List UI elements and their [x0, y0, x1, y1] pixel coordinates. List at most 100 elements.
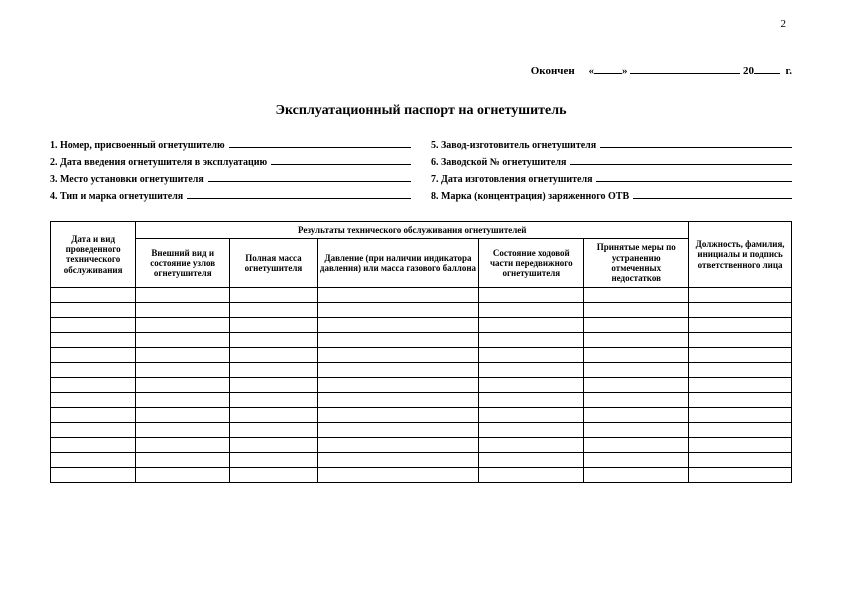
- table-cell[interactable]: [479, 302, 584, 317]
- table-cell[interactable]: [230, 452, 317, 467]
- table-cell[interactable]: [689, 317, 792, 332]
- table-cell[interactable]: [479, 407, 584, 422]
- field-blank[interactable]: [229, 139, 411, 148]
- table-cell[interactable]: [51, 407, 136, 422]
- table-cell[interactable]: [51, 347, 136, 362]
- table-cell[interactable]: [317, 287, 479, 302]
- table-cell[interactable]: [584, 347, 689, 362]
- table-cell[interactable]: [230, 407, 317, 422]
- table-cell[interactable]: [317, 377, 479, 392]
- table-cell[interactable]: [51, 302, 136, 317]
- table-cell[interactable]: [479, 467, 584, 482]
- table-cell[interactable]: [230, 317, 317, 332]
- table-cell[interactable]: [136, 437, 230, 452]
- table-cell[interactable]: [584, 362, 689, 377]
- table-cell[interactable]: [317, 407, 479, 422]
- table-cell[interactable]: [136, 362, 230, 377]
- table-cell[interactable]: [230, 347, 317, 362]
- table-cell[interactable]: [479, 377, 584, 392]
- field-blank[interactable]: [633, 190, 792, 199]
- table-cell[interactable]: [689, 332, 792, 347]
- table-cell[interactable]: [51, 317, 136, 332]
- table-cell[interactable]: [230, 467, 317, 482]
- table-cell[interactable]: [584, 452, 689, 467]
- table-cell[interactable]: [689, 467, 792, 482]
- table-cell[interactable]: [584, 422, 689, 437]
- table-cell[interactable]: [51, 437, 136, 452]
- table-cell[interactable]: [689, 452, 792, 467]
- table-cell[interactable]: [689, 287, 792, 302]
- table-cell[interactable]: [584, 287, 689, 302]
- table-cell[interactable]: [136, 467, 230, 482]
- table-cell[interactable]: [51, 362, 136, 377]
- table-cell[interactable]: [136, 332, 230, 347]
- table-cell[interactable]: [584, 437, 689, 452]
- table-cell[interactable]: [689, 377, 792, 392]
- table-cell[interactable]: [136, 422, 230, 437]
- table-cell[interactable]: [479, 422, 584, 437]
- table-cell[interactable]: [479, 452, 584, 467]
- table-cell[interactable]: [51, 452, 136, 467]
- table-cell[interactable]: [136, 287, 230, 302]
- year-blank[interactable]: [754, 64, 780, 74]
- table-cell[interactable]: [136, 377, 230, 392]
- table-cell[interactable]: [689, 347, 792, 362]
- day-blank[interactable]: [594, 64, 622, 74]
- table-cell[interactable]: [51, 377, 136, 392]
- table-cell[interactable]: [584, 377, 689, 392]
- month-blank[interactable]: [630, 64, 740, 74]
- table-cell[interactable]: [51, 422, 136, 437]
- table-cell[interactable]: [230, 377, 317, 392]
- table-cell[interactable]: [136, 452, 230, 467]
- table-cell[interactable]: [230, 332, 317, 347]
- table-cell[interactable]: [584, 407, 689, 422]
- table-cell[interactable]: [317, 422, 479, 437]
- table-cell[interactable]: [479, 392, 584, 407]
- table-cell[interactable]: [317, 302, 479, 317]
- table-cell[interactable]: [317, 467, 479, 482]
- field-blank[interactable]: [570, 156, 792, 165]
- field-blank[interactable]: [600, 139, 792, 148]
- field-blank[interactable]: [187, 190, 411, 199]
- table-cell[interactable]: [136, 407, 230, 422]
- table-cell[interactable]: [230, 362, 317, 377]
- table-cell[interactable]: [584, 332, 689, 347]
- table-cell[interactable]: [136, 347, 230, 362]
- table-cell[interactable]: [136, 317, 230, 332]
- field-blank[interactable]: [271, 156, 411, 165]
- table-cell[interactable]: [479, 332, 584, 347]
- table-cell[interactable]: [584, 392, 689, 407]
- table-cell[interactable]: [317, 332, 479, 347]
- table-cell[interactable]: [317, 362, 479, 377]
- table-cell[interactable]: [584, 467, 689, 482]
- table-cell[interactable]: [51, 332, 136, 347]
- table-cell[interactable]: [689, 407, 792, 422]
- field-blank[interactable]: [208, 173, 411, 182]
- table-cell[interactable]: [317, 452, 479, 467]
- table-cell[interactable]: [51, 392, 136, 407]
- table-cell[interactable]: [479, 317, 584, 332]
- table-cell[interactable]: [51, 467, 136, 482]
- table-cell[interactable]: [689, 362, 792, 377]
- table-cell[interactable]: [136, 302, 230, 317]
- table-cell[interactable]: [689, 422, 792, 437]
- table-cell[interactable]: [317, 347, 479, 362]
- table-cell[interactable]: [317, 317, 479, 332]
- table-cell[interactable]: [317, 392, 479, 407]
- table-cell[interactable]: [479, 362, 584, 377]
- table-cell[interactable]: [479, 347, 584, 362]
- table-cell[interactable]: [479, 287, 584, 302]
- table-cell[interactable]: [689, 302, 792, 317]
- table-cell[interactable]: [230, 422, 317, 437]
- table-cell[interactable]: [230, 392, 317, 407]
- table-cell[interactable]: [230, 437, 317, 452]
- table-cell[interactable]: [479, 437, 584, 452]
- table-cell[interactable]: [230, 302, 317, 317]
- table-cell[interactable]: [230, 287, 317, 302]
- table-cell[interactable]: [689, 437, 792, 452]
- table-cell[interactable]: [584, 302, 689, 317]
- table-cell[interactable]: [689, 392, 792, 407]
- table-cell[interactable]: [51, 287, 136, 302]
- table-cell[interactable]: [584, 317, 689, 332]
- table-cell[interactable]: [317, 437, 479, 452]
